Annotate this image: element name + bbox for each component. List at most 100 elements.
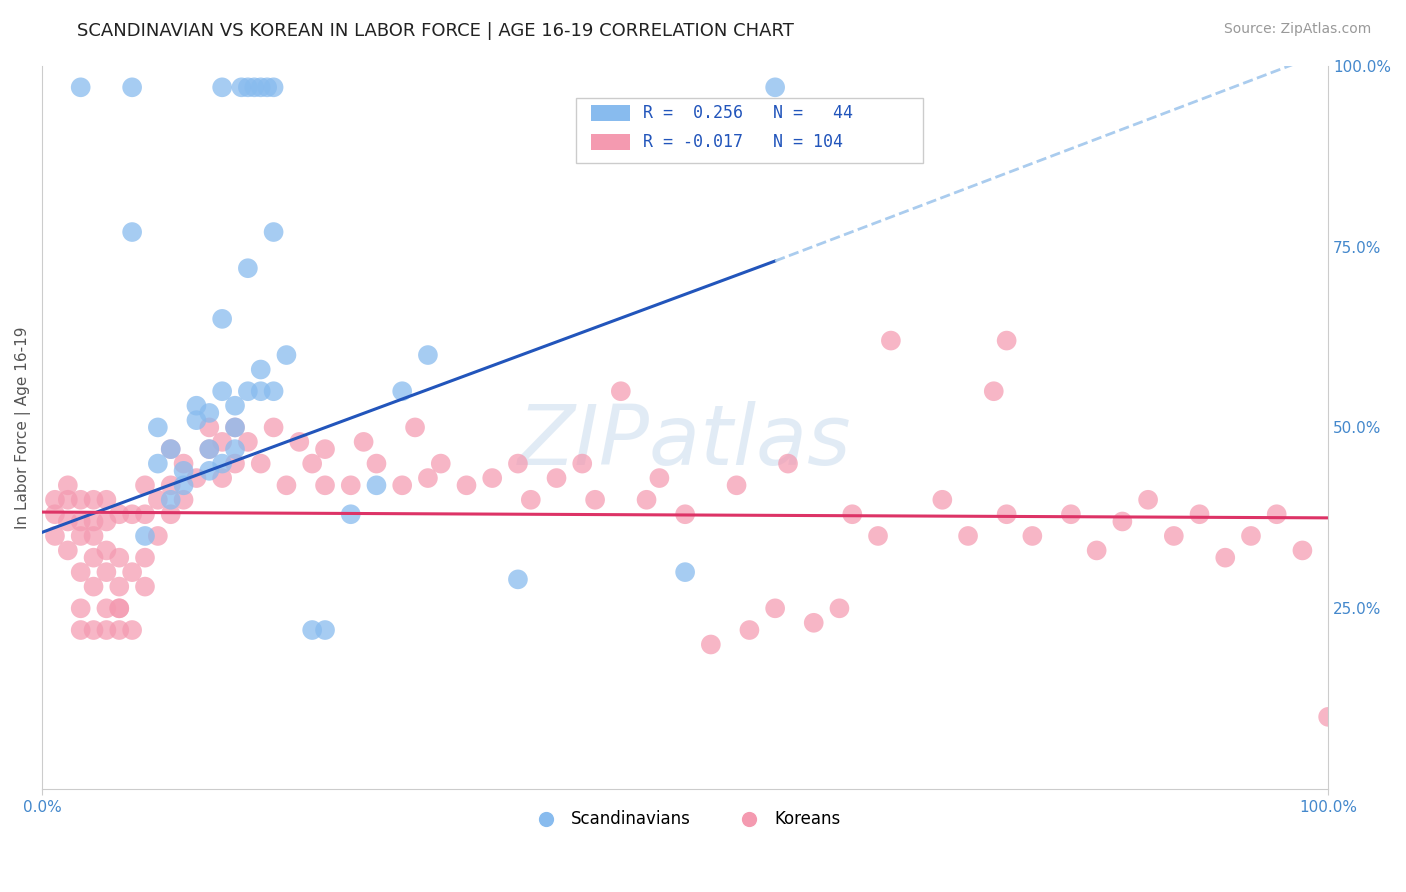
Point — [108, 580, 131, 594]
Point — [186, 399, 208, 413]
Point — [121, 225, 143, 239]
Point — [236, 434, 259, 449]
Point — [211, 384, 233, 399]
Point — [198, 406, 221, 420]
Point — [159, 442, 181, 456]
Point — [366, 478, 388, 492]
Point — [314, 478, 336, 492]
Point — [108, 508, 131, 522]
Point — [546, 471, 568, 485]
Point — [738, 623, 761, 637]
Point — [96, 515, 118, 529]
Point — [211, 311, 233, 326]
Text: ZIPatlas: ZIPatlas — [519, 401, 852, 483]
Point — [249, 362, 271, 376]
Point — [263, 80, 285, 95]
Point — [146, 457, 169, 471]
Point — [224, 420, 246, 434]
Point — [211, 457, 233, 471]
Point — [1188, 508, 1211, 522]
Point — [69, 565, 91, 579]
Text: R =  0.256   N =   44: R = 0.256 N = 44 — [643, 104, 852, 122]
Point — [96, 543, 118, 558]
Point — [108, 550, 131, 565]
Point — [56, 515, 79, 529]
Point — [803, 615, 825, 630]
Point — [391, 478, 413, 492]
Point — [249, 80, 271, 95]
Point — [198, 442, 221, 456]
Point — [134, 508, 156, 522]
Point — [243, 80, 266, 95]
Point — [146, 529, 169, 543]
Point — [763, 601, 786, 615]
Point — [134, 529, 156, 543]
Point — [249, 457, 271, 471]
Point — [931, 492, 953, 507]
Point — [276, 348, 298, 362]
Y-axis label: In Labor Force | Age 16-19: In Labor Force | Age 16-19 — [15, 326, 31, 529]
Point — [520, 492, 543, 507]
Point — [1317, 710, 1340, 724]
Point — [236, 384, 259, 399]
Point — [583, 492, 606, 507]
Point — [159, 442, 181, 456]
Point — [353, 434, 375, 449]
Point — [828, 601, 851, 615]
Point — [44, 508, 66, 522]
Point — [121, 80, 143, 95]
Point — [1111, 515, 1133, 529]
Point — [198, 442, 221, 456]
Point — [673, 565, 696, 579]
Point — [416, 348, 439, 362]
Point — [648, 471, 671, 485]
Point — [134, 478, 156, 492]
Point — [198, 420, 221, 434]
Point — [1240, 529, 1263, 543]
Point — [69, 492, 91, 507]
Point — [301, 457, 323, 471]
Point — [429, 457, 451, 471]
Point — [121, 508, 143, 522]
Point — [506, 573, 529, 587]
Point — [96, 565, 118, 579]
Point — [173, 492, 195, 507]
Point — [108, 601, 131, 615]
Point — [456, 478, 478, 492]
Point — [173, 457, 195, 471]
Bar — [576, 98, 924, 163]
Point — [69, 623, 91, 637]
Point — [866, 529, 889, 543]
Point — [56, 492, 79, 507]
Point — [339, 508, 361, 522]
Point — [288, 434, 311, 449]
Point — [69, 515, 91, 529]
Point — [44, 492, 66, 507]
Point — [263, 420, 285, 434]
Point — [231, 80, 253, 95]
Point — [1213, 550, 1236, 565]
Point — [186, 413, 208, 427]
Point — [256, 80, 278, 95]
Point — [339, 478, 361, 492]
Point — [995, 334, 1018, 348]
Point — [173, 464, 195, 478]
Point — [69, 80, 91, 95]
Bar — [592, 105, 630, 121]
Point — [56, 543, 79, 558]
Text: SCANDINAVIAN VS KOREAN IN LABOR FORCE | AGE 16-19 CORRELATION CHART: SCANDINAVIAN VS KOREAN IN LABOR FORCE | … — [77, 22, 794, 40]
Point — [44, 529, 66, 543]
Point — [700, 638, 723, 652]
Point — [571, 457, 593, 471]
Point — [610, 384, 633, 399]
Point — [69, 601, 91, 615]
Text: Source: ZipAtlas.com: Source: ZipAtlas.com — [1223, 22, 1371, 37]
Point — [83, 515, 105, 529]
Point — [249, 384, 271, 399]
Point — [83, 550, 105, 565]
Point — [995, 508, 1018, 522]
Point — [1137, 492, 1160, 507]
Point — [276, 478, 298, 492]
Point — [263, 225, 285, 239]
Point — [725, 478, 748, 492]
